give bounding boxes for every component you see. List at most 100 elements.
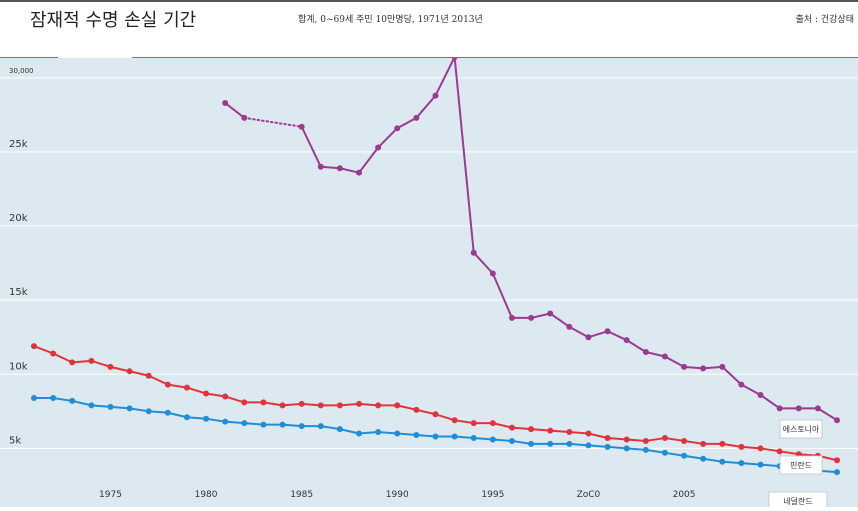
- data-point-2-2002[interactable]: [623, 445, 630, 452]
- data-point-0-2006[interactable]: [700, 365, 707, 372]
- data-point-0-1996[interactable]: [508, 314, 515, 321]
- data-point-0-2012[interactable]: [814, 405, 821, 412]
- data-point-0-2010[interactable]: [776, 405, 783, 412]
- data-point-1-1988[interactable]: [356, 400, 363, 407]
- data-point-0-1998[interactable]: [547, 310, 554, 317]
- data-point-2-1982[interactable]: [241, 420, 248, 427]
- data-point-1-1971[interactable]: [31, 343, 37, 350]
- data-point-0-1982[interactable]: [241, 114, 248, 121]
- data-point-2-1987[interactable]: [336, 426, 343, 433]
- data-point-1-2013[interactable]: [834, 457, 840, 464]
- data-point-2-1993[interactable]: [451, 433, 458, 440]
- data-point-2-1973[interactable]: [69, 397, 76, 404]
- data-point-2-1985[interactable]: [298, 423, 305, 430]
- data-point-2-1986[interactable]: [317, 423, 324, 430]
- data-point-2-2007[interactable]: [719, 458, 726, 465]
- data-point-0-1999[interactable]: [566, 323, 573, 330]
- data-point-1-1994[interactable]: [470, 420, 477, 427]
- data-point-0-2001[interactable]: [604, 328, 611, 335]
- data-point-2-1977[interactable]: [145, 408, 152, 415]
- data-point-1-2001[interactable]: [604, 434, 611, 441]
- data-point-2-1989[interactable]: [375, 429, 382, 436]
- data-point-1-2010[interactable]: [776, 448, 783, 455]
- data-point-0-2002[interactable]: [623, 337, 630, 344]
- data-point-2-1972[interactable]: [50, 394, 57, 401]
- data-point-2-1983[interactable]: [260, 421, 267, 428]
- data-point-1-1993[interactable]: [451, 417, 458, 424]
- data-point-0-1986[interactable]: [317, 163, 324, 170]
- data-point-1-1991[interactable]: [413, 406, 420, 413]
- data-point-1-1999[interactable]: [566, 429, 573, 436]
- data-point-2-1991[interactable]: [413, 432, 420, 439]
- data-point-2-1999[interactable]: [566, 440, 573, 447]
- data-point-1-1972[interactable]: [50, 350, 57, 357]
- data-point-2-1981[interactable]: [222, 418, 229, 425]
- data-point-1-2000[interactable]: [585, 430, 592, 437]
- data-point-0-2009[interactable]: [757, 392, 764, 398]
- data-point-2-2004[interactable]: [661, 449, 668, 456]
- data-point-2-1975[interactable]: [107, 403, 114, 410]
- data-point-2-1974[interactable]: [88, 402, 95, 409]
- data-point-2-2000[interactable]: [585, 442, 592, 449]
- data-point-1-1973[interactable]: [69, 359, 76, 366]
- data-point-1-1974[interactable]: [88, 357, 95, 364]
- data-point-1-1989[interactable]: [375, 402, 382, 409]
- data-point-0-2008[interactable]: [738, 381, 745, 388]
- data-point-2-2013[interactable]: [834, 469, 840, 476]
- data-point-0-1989[interactable]: [375, 144, 382, 151]
- data-point-0-1981[interactable]: [222, 100, 229, 107]
- data-point-2-2001[interactable]: [604, 443, 611, 450]
- data-point-0-1990[interactable]: [394, 125, 401, 132]
- data-point-2-1996[interactable]: [508, 437, 515, 444]
- data-point-2-1995[interactable]: [489, 436, 496, 443]
- data-point-1-1998[interactable]: [547, 427, 554, 434]
- data-point-0-1987[interactable]: [336, 165, 343, 172]
- data-point-2-1997[interactable]: [528, 440, 535, 447]
- data-point-2-2009[interactable]: [757, 461, 764, 468]
- data-point-0-1992[interactable]: [432, 92, 439, 99]
- data-point-0-1994[interactable]: [470, 249, 477, 256]
- data-point-0-1997[interactable]: [528, 314, 535, 321]
- data-point-1-2004[interactable]: [661, 434, 668, 441]
- data-point-0-2013[interactable]: [834, 417, 840, 424]
- data-point-1-1976[interactable]: [126, 368, 133, 375]
- data-point-2-1976[interactable]: [126, 405, 133, 412]
- data-point-2-1988[interactable]: [356, 430, 363, 437]
- data-point-1-1996[interactable]: [508, 424, 515, 431]
- data-point-1-2002[interactable]: [623, 436, 630, 443]
- data-point-2-1990[interactable]: [394, 430, 401, 437]
- data-point-0-2011[interactable]: [795, 405, 802, 412]
- data-point-2-1978[interactable]: [164, 409, 171, 416]
- data-point-0-2004[interactable]: [661, 353, 668, 360]
- data-point-0-2000[interactable]: [585, 334, 592, 341]
- data-point-1-1979[interactable]: [183, 384, 190, 391]
- data-point-1-2007[interactable]: [719, 440, 726, 447]
- data-point-1-1992[interactable]: [432, 411, 439, 418]
- data-point-2-2005[interactable]: [681, 452, 688, 459]
- data-point-2-1984[interactable]: [279, 421, 286, 428]
- data-point-2-2003[interactable]: [642, 446, 649, 453]
- data-point-1-1982[interactable]: [241, 399, 248, 406]
- data-point-1-1990[interactable]: [394, 402, 401, 409]
- data-point-1-2003[interactable]: [642, 437, 649, 444]
- data-point-1-1977[interactable]: [145, 372, 152, 379]
- data-point-1-2006[interactable]: [700, 440, 707, 447]
- data-point-2-2006[interactable]: [700, 455, 707, 462]
- data-point-0-1985[interactable]: [298, 123, 305, 130]
- data-point-1-1984[interactable]: [279, 402, 286, 409]
- active-tab-indicator[interactable]: [58, 55, 132, 59]
- data-point-1-1980[interactable]: [203, 390, 210, 397]
- data-point-2-1980[interactable]: [203, 415, 210, 422]
- data-point-1-1987[interactable]: [336, 402, 343, 409]
- data-point-1-2008[interactable]: [738, 443, 745, 450]
- data-point-0-1991[interactable]: [413, 114, 420, 121]
- data-point-1-2009[interactable]: [757, 445, 764, 452]
- data-point-1-1983[interactable]: [260, 399, 267, 406]
- data-point-2-1998[interactable]: [547, 440, 554, 447]
- data-point-1-1997[interactable]: [528, 426, 535, 433]
- data-point-1-1985[interactable]: [298, 400, 305, 407]
- data-point-0-2007[interactable]: [719, 363, 726, 370]
- data-point-0-1988[interactable]: [356, 169, 363, 176]
- data-point-1-1995[interactable]: [489, 420, 496, 427]
- data-point-2-2008[interactable]: [738, 460, 745, 467]
